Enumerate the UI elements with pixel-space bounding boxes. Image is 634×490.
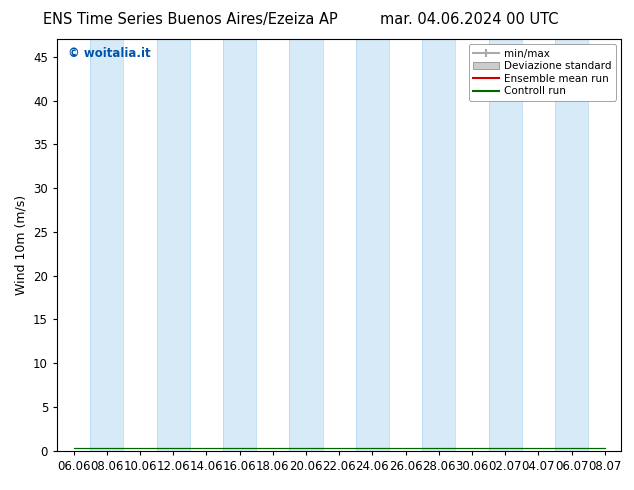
Text: mar. 04.06.2024 00 UTC: mar. 04.06.2024 00 UTC: [380, 12, 559, 27]
Text: © woitalia.it: © woitalia.it: [68, 48, 151, 60]
Text: ENS Time Series Buenos Aires/Ezeiza AP: ENS Time Series Buenos Aires/Ezeiza AP: [43, 12, 337, 27]
Y-axis label: Wind 10m (m/s): Wind 10m (m/s): [15, 195, 28, 295]
Bar: [356, 39, 389, 451]
Legend: min/max, Deviazione standard, Ensemble mean run, Controll run: min/max, Deviazione standard, Ensemble m…: [469, 45, 616, 100]
Bar: [422, 39, 455, 451]
Bar: [90, 39, 124, 451]
Bar: [289, 39, 323, 451]
Bar: [555, 39, 588, 451]
Bar: [489, 39, 522, 451]
Bar: [223, 39, 256, 451]
Bar: [157, 39, 190, 451]
